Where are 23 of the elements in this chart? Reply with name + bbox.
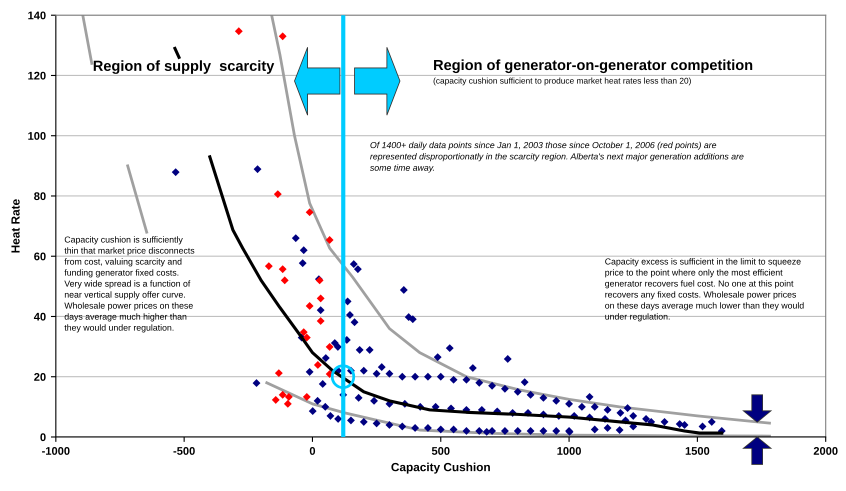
y-tick-label: 20	[34, 373, 46, 381]
text: Capacity cushion is sufficiently thin that market price disconnects from cost, valuing scarcity and funding generator fixed costs. Very wide spread is a function of near vertical supply offer curve. Wholesale power prices on these days average much higher than they would under regulation.	[64, 236, 194, 332]
x-tick-label: -500	[173, 447, 195, 455]
annotation: Of 1400+ daily data points since Jan 1, 2003 those since October 1, 2006 (red points) are represented disproportionatly in the scarcity region. Alberta's next major generation additions are some time away.	[370, 142, 744, 173]
y-tick-label: 140	[28, 11, 46, 20]
y-tick-label: 0	[40, 433, 46, 442]
annotation: Region of generator-on-generator competition	[434, 59, 752, 74]
x-tick-label: -1000	[42, 447, 70, 455]
y-tick-label: 100	[28, 132, 46, 140]
annotation: Region of supply scarcity	[94, 60, 274, 74]
x-axis-title: Capacity Cushion	[391, 462, 490, 474]
annotation: (capacity cushion sufficient to produce market heat rates less than 20)	[434, 78, 691, 86]
x-tick-label: 0	[310, 447, 316, 455]
x-tick-label: 1500	[686, 447, 710, 455]
y-axis-title: Heat Rate	[11, 199, 20, 253]
x-tick-label: 1000	[557, 447, 581, 455]
x-tick-label: 2000	[814, 447, 838, 455]
y-tick-label: 60	[34, 252, 46, 260]
y-tick-label: 40	[34, 312, 46, 321]
y-tick-label: 80	[34, 192, 46, 200]
annotation: Capacity excess is sufficient in the limit to squeeze price to the point where only the most efficient generator recovers fuel cost. No one at this point recovers any fixed costs. Wholesale power prices on these days average much lower than they would under regulation.	[605, 258, 804, 322]
y-tick-label: 120	[28, 72, 46, 80]
x-tick-label: 500	[432, 447, 450, 455]
